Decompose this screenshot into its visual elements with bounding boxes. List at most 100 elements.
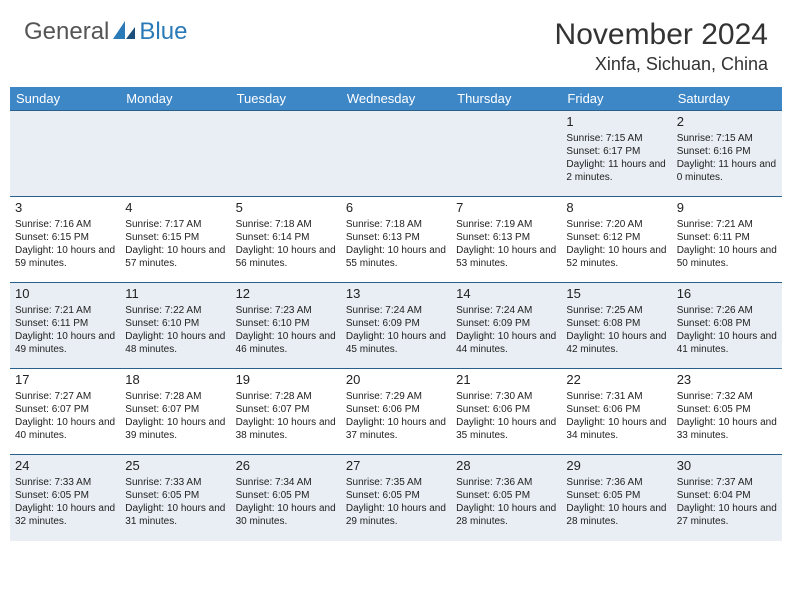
day-sunrise: Sunrise: 7:35 AM bbox=[346, 476, 446, 489]
day-number: 8 bbox=[566, 200, 666, 217]
day-number: 15 bbox=[566, 286, 666, 303]
day-sunrise: Sunrise: 7:22 AM bbox=[125, 304, 225, 317]
day-sunset: Sunset: 6:09 PM bbox=[346, 317, 446, 330]
day-daylight: Daylight: 10 hours and 32 minutes. bbox=[15, 502, 115, 528]
day-daylight: Daylight: 10 hours and 45 minutes. bbox=[346, 330, 446, 356]
calendar-day-cell: 5Sunrise: 7:18 AMSunset: 6:14 PMDaylight… bbox=[231, 197, 341, 283]
day-sunset: Sunset: 6:11 PM bbox=[677, 231, 777, 244]
calendar-day-cell: 14Sunrise: 7:24 AMSunset: 6:09 PMDayligh… bbox=[451, 283, 561, 369]
day-daylight: Daylight: 10 hours and 35 minutes. bbox=[456, 416, 556, 442]
day-sunrise: Sunrise: 7:30 AM bbox=[456, 390, 556, 403]
day-daylight: Daylight: 10 hours and 56 minutes. bbox=[236, 244, 336, 270]
calendar-empty-cell bbox=[10, 111, 120, 197]
day-sunrise: Sunrise: 7:33 AM bbox=[125, 476, 225, 489]
calendar-day-cell: 1Sunrise: 7:15 AMSunset: 6:17 PMDaylight… bbox=[561, 111, 671, 197]
day-sunset: Sunset: 6:14 PM bbox=[236, 231, 336, 244]
calendar-day-cell: 10Sunrise: 7:21 AMSunset: 6:11 PMDayligh… bbox=[10, 283, 120, 369]
day-sunset: Sunset: 6:05 PM bbox=[346, 489, 446, 502]
day-number: 11 bbox=[125, 286, 225, 303]
calendar-day-cell: 28Sunrise: 7:36 AMSunset: 6:05 PMDayligh… bbox=[451, 455, 561, 541]
calendar-body: 1Sunrise: 7:15 AMSunset: 6:17 PMDaylight… bbox=[10, 111, 782, 541]
day-sunset: Sunset: 6:13 PM bbox=[346, 231, 446, 244]
calendar-day-cell: 7Sunrise: 7:19 AMSunset: 6:13 PMDaylight… bbox=[451, 197, 561, 283]
day-sunset: Sunset: 6:05 PM bbox=[456, 489, 556, 502]
day-sunrise: Sunrise: 7:15 AM bbox=[677, 132, 777, 145]
day-sunset: Sunset: 6:05 PM bbox=[15, 489, 115, 502]
calendar-day-cell: 18Sunrise: 7:28 AMSunset: 6:07 PMDayligh… bbox=[120, 369, 230, 455]
calendar-week-row: 17Sunrise: 7:27 AMSunset: 6:07 PMDayligh… bbox=[10, 369, 782, 455]
weekday-header: Wednesday bbox=[341, 87, 451, 111]
day-number: 22 bbox=[566, 372, 666, 389]
day-daylight: Daylight: 10 hours and 46 minutes. bbox=[236, 330, 336, 356]
day-daylight: Daylight: 10 hours and 49 minutes. bbox=[15, 330, 115, 356]
day-number: 7 bbox=[456, 200, 556, 217]
day-sunrise: Sunrise: 7:19 AM bbox=[456, 218, 556, 231]
day-daylight: Daylight: 10 hours and 31 minutes. bbox=[125, 502, 225, 528]
day-sunrise: Sunrise: 7:24 AM bbox=[346, 304, 446, 317]
day-sunset: Sunset: 6:05 PM bbox=[125, 489, 225, 502]
calendar-day-cell: 16Sunrise: 7:26 AMSunset: 6:08 PMDayligh… bbox=[672, 283, 782, 369]
calendar-day-cell: 17Sunrise: 7:27 AMSunset: 6:07 PMDayligh… bbox=[10, 369, 120, 455]
header: General Blue November 2024 Xinfa, Sichua… bbox=[0, 0, 792, 83]
weekday-header: Tuesday bbox=[231, 87, 341, 111]
weekday-header: Thursday bbox=[451, 87, 561, 111]
calendar-day-cell: 15Sunrise: 7:25 AMSunset: 6:08 PMDayligh… bbox=[561, 283, 671, 369]
calendar-week-row: 10Sunrise: 7:21 AMSunset: 6:11 PMDayligh… bbox=[10, 283, 782, 369]
day-sunset: Sunset: 6:08 PM bbox=[677, 317, 777, 330]
calendar-day-cell: 19Sunrise: 7:28 AMSunset: 6:07 PMDayligh… bbox=[231, 369, 341, 455]
calendar-day-cell: 24Sunrise: 7:33 AMSunset: 6:05 PMDayligh… bbox=[10, 455, 120, 541]
day-number: 25 bbox=[125, 458, 225, 475]
calendar-empty-cell bbox=[341, 111, 451, 197]
day-daylight: Daylight: 10 hours and 42 minutes. bbox=[566, 330, 666, 356]
day-sunset: Sunset: 6:10 PM bbox=[236, 317, 336, 330]
day-number: 28 bbox=[456, 458, 556, 475]
day-sunrise: Sunrise: 7:34 AM bbox=[236, 476, 336, 489]
weekday-header: Saturday bbox=[672, 87, 782, 111]
day-number: 2 bbox=[677, 114, 777, 131]
calendar-day-cell: 6Sunrise: 7:18 AMSunset: 6:13 PMDaylight… bbox=[341, 197, 451, 283]
day-sunset: Sunset: 6:15 PM bbox=[15, 231, 115, 244]
day-daylight: Daylight: 11 hours and 0 minutes. bbox=[677, 158, 777, 184]
day-sunset: Sunset: 6:08 PM bbox=[566, 317, 666, 330]
calendar-day-cell: 26Sunrise: 7:34 AMSunset: 6:05 PMDayligh… bbox=[231, 455, 341, 541]
calendar-day-cell: 11Sunrise: 7:22 AMSunset: 6:10 PMDayligh… bbox=[120, 283, 230, 369]
day-sunset: Sunset: 6:06 PM bbox=[346, 403, 446, 416]
day-sunrise: Sunrise: 7:37 AM bbox=[677, 476, 777, 489]
day-daylight: Daylight: 10 hours and 34 minutes. bbox=[566, 416, 666, 442]
day-sunset: Sunset: 6:11 PM bbox=[15, 317, 115, 330]
calendar-day-cell: 22Sunrise: 7:31 AMSunset: 6:06 PMDayligh… bbox=[561, 369, 671, 455]
calendar-day-cell: 2Sunrise: 7:15 AMSunset: 6:16 PMDaylight… bbox=[672, 111, 782, 197]
day-number: 6 bbox=[346, 200, 446, 217]
day-number: 10 bbox=[15, 286, 115, 303]
day-number: 5 bbox=[236, 200, 336, 217]
day-sunset: Sunset: 6:12 PM bbox=[566, 231, 666, 244]
calendar-day-cell: 3Sunrise: 7:16 AMSunset: 6:15 PMDaylight… bbox=[10, 197, 120, 283]
day-sunset: Sunset: 6:13 PM bbox=[456, 231, 556, 244]
logo-sail-icon bbox=[111, 19, 137, 46]
day-sunset: Sunset: 6:15 PM bbox=[125, 231, 225, 244]
day-sunset: Sunset: 6:04 PM bbox=[677, 489, 777, 502]
day-daylight: Daylight: 10 hours and 44 minutes. bbox=[456, 330, 556, 356]
day-sunset: Sunset: 6:10 PM bbox=[125, 317, 225, 330]
calendar-day-cell: 9Sunrise: 7:21 AMSunset: 6:11 PMDaylight… bbox=[672, 197, 782, 283]
day-sunrise: Sunrise: 7:21 AM bbox=[677, 218, 777, 231]
day-sunrise: Sunrise: 7:26 AM bbox=[677, 304, 777, 317]
day-sunrise: Sunrise: 7:33 AM bbox=[15, 476, 115, 489]
calendar-day-cell: 20Sunrise: 7:29 AMSunset: 6:06 PMDayligh… bbox=[341, 369, 451, 455]
day-daylight: Daylight: 10 hours and 30 minutes. bbox=[236, 502, 336, 528]
logo-text-general: General bbox=[24, 18, 109, 46]
calendar-day-cell: 27Sunrise: 7:35 AMSunset: 6:05 PMDayligh… bbox=[341, 455, 451, 541]
day-sunset: Sunset: 6:05 PM bbox=[236, 489, 336, 502]
day-number: 18 bbox=[125, 372, 225, 389]
calendar-day-cell: 23Sunrise: 7:32 AMSunset: 6:05 PMDayligh… bbox=[672, 369, 782, 455]
day-sunset: Sunset: 6:07 PM bbox=[236, 403, 336, 416]
day-number: 23 bbox=[677, 372, 777, 389]
calendar-day-cell: 4Sunrise: 7:17 AMSunset: 6:15 PMDaylight… bbox=[120, 197, 230, 283]
calendar-week-row: 3Sunrise: 7:16 AMSunset: 6:15 PMDaylight… bbox=[10, 197, 782, 283]
calendar-table: Sunday Monday Tuesday Wednesday Thursday… bbox=[10, 87, 782, 541]
day-number: 26 bbox=[236, 458, 336, 475]
day-daylight: Daylight: 10 hours and 27 minutes. bbox=[677, 502, 777, 528]
day-number: 14 bbox=[456, 286, 556, 303]
day-number: 19 bbox=[236, 372, 336, 389]
calendar-day-cell: 29Sunrise: 7:36 AMSunset: 6:05 PMDayligh… bbox=[561, 455, 671, 541]
